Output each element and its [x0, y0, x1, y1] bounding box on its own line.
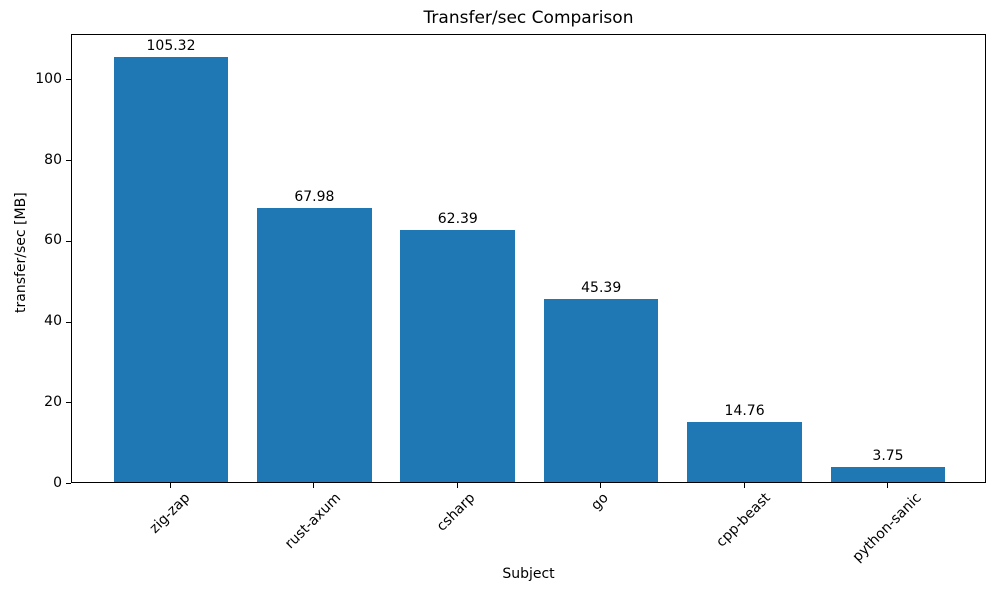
x-tick-label: python-sanic: [849, 490, 925, 566]
y-axis-label: transfer/sec [MB]: [13, 192, 29, 313]
x-tick-label: go: [587, 490, 612, 514]
y-tick-mark: [66, 321, 71, 323]
y-tick-mark: [66, 79, 71, 81]
bar-go: [543, 298, 659, 482]
bar-csharp: [400, 230, 516, 482]
chart-title: Transfer/sec Comparison: [423, 8, 634, 28]
y-tick-label: 20: [44, 393, 62, 410]
bar-zig-zap: [113, 56, 229, 482]
bar-value-label: 45.39: [581, 279, 622, 296]
y-tick-label: 0: [53, 474, 62, 491]
bar-value-label: 62.39: [437, 211, 478, 228]
x-tick-mark: [600, 483, 602, 488]
x-tick-mark: [313, 483, 315, 488]
bar-rust-axum: [257, 207, 372, 482]
x-tick-mark: [887, 483, 888, 488]
x-tick-label: rust-axum: [282, 490, 345, 553]
x-tick-label: zig-zap: [146, 490, 193, 537]
bar-value-label: 67.98: [294, 188, 335, 205]
y-tick-mark: [66, 240, 71, 242]
y-tick-label: 100: [35, 70, 62, 87]
bar-cpp-beast: [687, 422, 802, 482]
y-tick-mark: [66, 402, 71, 404]
bar-python-sanic: [830, 466, 946, 482]
plot-area: 105.32 67.98 62.39 45.39 14.76 3.75: [71, 34, 986, 483]
x-tick-label: cpp-beast: [712, 490, 774, 551]
x-tick-mark: [170, 483, 171, 488]
bar-value-label: 14.76: [724, 403, 765, 420]
x-axis-label: Subject: [502, 566, 555, 582]
y-tick-label: 80: [44, 151, 62, 168]
bar-value-label: 105.32: [146, 37, 196, 54]
y-tick-label: 40: [44, 313, 62, 329]
y-tick-label: 60: [44, 232, 62, 249]
x-tick-mark: [743, 483, 745, 488]
y-tick-mark: [66, 483, 71, 484]
bar-value-label: 3.75: [872, 447, 904, 464]
y-tick-mark: [66, 160, 71, 161]
x-tick-label: csharp: [434, 490, 479, 535]
x-tick-mark: [456, 483, 458, 488]
